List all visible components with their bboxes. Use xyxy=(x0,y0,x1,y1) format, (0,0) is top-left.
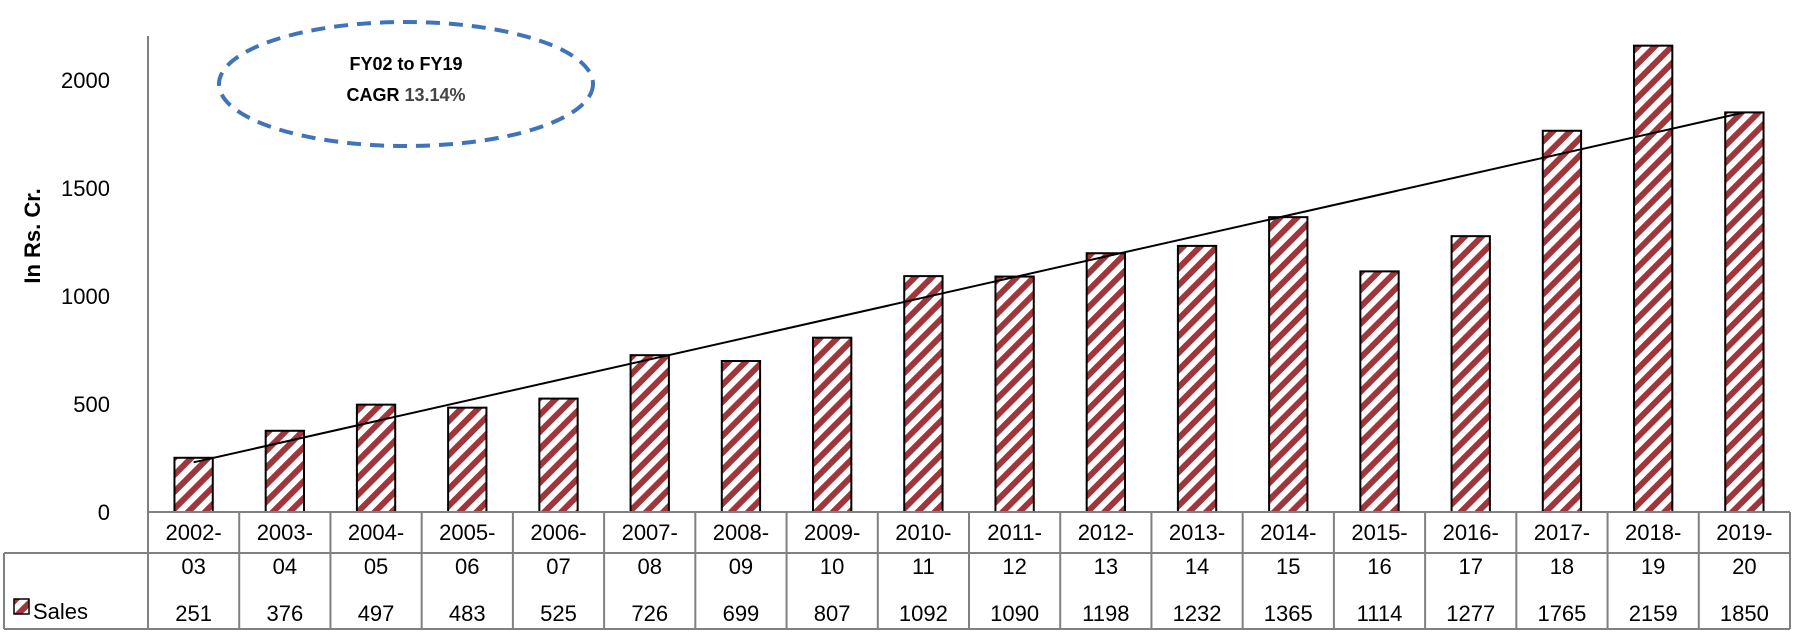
x-tick-label: 16 xyxy=(1367,554,1391,579)
y-axis-title: In Rs. Cr. xyxy=(20,188,45,283)
bar xyxy=(994,275,1035,513)
x-tick-label: 17 xyxy=(1458,554,1482,579)
cagr-value: 13.14% xyxy=(404,85,465,105)
x-tick-label: 2014- xyxy=(1260,520,1316,545)
cagr-line-1: FY02 to FY19 xyxy=(349,54,462,74)
bar xyxy=(1268,216,1309,513)
x-tick-label: 09 xyxy=(729,554,753,579)
x-tick-label: 2018- xyxy=(1625,520,1681,545)
data-label: 1365 xyxy=(1264,601,1313,626)
legend-swatch xyxy=(13,598,30,615)
data-label: 483 xyxy=(449,601,486,626)
x-tick-label: 2016- xyxy=(1443,520,1499,545)
bar xyxy=(538,397,579,514)
x-tick-label: 12 xyxy=(1002,554,1026,579)
legend-series-name: Sales xyxy=(33,599,88,624)
x-tick-label: 14 xyxy=(1185,554,1209,579)
trendline xyxy=(193,111,1745,464)
data-label: 376 xyxy=(266,601,303,626)
data-label: 699 xyxy=(723,601,760,626)
cagr-line-2: CAGR 13.14% xyxy=(346,85,465,105)
data-label: 1092 xyxy=(899,601,948,626)
x-tick-label: 2015- xyxy=(1351,520,1407,545)
data-label: 1114 xyxy=(1357,601,1403,626)
x-tick-label: 03 xyxy=(181,554,205,579)
x-tick-label: 2010- xyxy=(895,520,951,545)
x-tick-label: 06 xyxy=(455,554,479,579)
data-label: 1232 xyxy=(1173,601,1222,626)
x-tick-label: 10 xyxy=(820,554,844,579)
bar xyxy=(173,456,214,513)
y-tick-label: 500 xyxy=(73,392,110,417)
bar xyxy=(1085,252,1126,513)
x-tick-label: 2002- xyxy=(165,520,221,545)
x-tick-label: 18 xyxy=(1550,554,1574,579)
x-tick-label: 11 xyxy=(912,554,935,579)
bar xyxy=(447,406,488,513)
data-label: 726 xyxy=(631,601,668,626)
x-tick-label: 04 xyxy=(273,554,297,579)
cagr-label: CAGR xyxy=(346,85,404,105)
y-tick-label: 0 xyxy=(98,500,110,525)
bar xyxy=(903,275,944,513)
bar xyxy=(1724,111,1765,514)
x-tick-label: 19 xyxy=(1641,554,1665,579)
bar xyxy=(1450,235,1491,513)
data-label: 1090 xyxy=(990,601,1039,626)
y-axis: 0 500 1000 1500 2000 xyxy=(61,36,149,525)
x-tick-label: 07 xyxy=(546,554,570,579)
trendline-layer xyxy=(193,111,1745,464)
x-tick-label: 2004- xyxy=(348,520,404,545)
x-tick-label: 2011- xyxy=(987,520,1042,545)
x-tick-label: 2017- xyxy=(1534,520,1590,545)
bar xyxy=(629,354,670,513)
x-tick-label: 2007- xyxy=(622,520,678,545)
y-tick-label: 1000 xyxy=(61,284,110,309)
x-tick-label: 2019- xyxy=(1716,520,1772,545)
bars-layer xyxy=(173,44,1765,514)
data-label: 251 xyxy=(175,601,212,626)
x-tick-label: 15 xyxy=(1276,554,1300,579)
bar xyxy=(1633,44,1674,513)
x-tick-label: 2009- xyxy=(804,520,860,545)
bar xyxy=(812,336,853,513)
y-tick-label: 1500 xyxy=(61,176,110,201)
data-label: 2159 xyxy=(1629,601,1678,626)
data-label: 525 xyxy=(540,601,577,626)
data-label: 1277 xyxy=(1446,601,1495,626)
bar xyxy=(1541,129,1583,513)
bar xyxy=(1359,270,1400,513)
y-tick-label: 2000 xyxy=(61,68,110,93)
bar xyxy=(720,360,762,513)
data-label: 1765 xyxy=(1537,601,1586,626)
x-tick-label: 08 xyxy=(637,554,661,579)
data-label: 807 xyxy=(814,601,851,626)
cagr-ellipse xyxy=(217,20,595,148)
bar xyxy=(1176,244,1218,513)
x-tick-label: 2006- xyxy=(530,520,586,545)
x-tick-label: 2013- xyxy=(1169,520,1225,545)
data-table: 2002- 03 251 2003- 04 376 2004- 05 497 2005- 06 483… xyxy=(3,511,1791,630)
x-tick-label: 20 xyxy=(1732,554,1756,579)
data-label: 1850 xyxy=(1720,601,1769,626)
data-label: 497 xyxy=(358,601,395,626)
x-tick-label: 05 xyxy=(364,554,388,579)
x-tick-label: 13 xyxy=(1094,554,1118,579)
x-tick-label: 2008- xyxy=(713,520,769,545)
x-tick-label: 2012- xyxy=(1078,520,1134,545)
data-label: 1198 xyxy=(1082,601,1129,626)
cagr-annotation: FY02 to FY19 CAGR 13.14% xyxy=(217,20,595,148)
bar xyxy=(264,429,305,513)
x-tick-label: 2003- xyxy=(257,520,313,545)
x-tick-label: 2005- xyxy=(439,520,495,545)
